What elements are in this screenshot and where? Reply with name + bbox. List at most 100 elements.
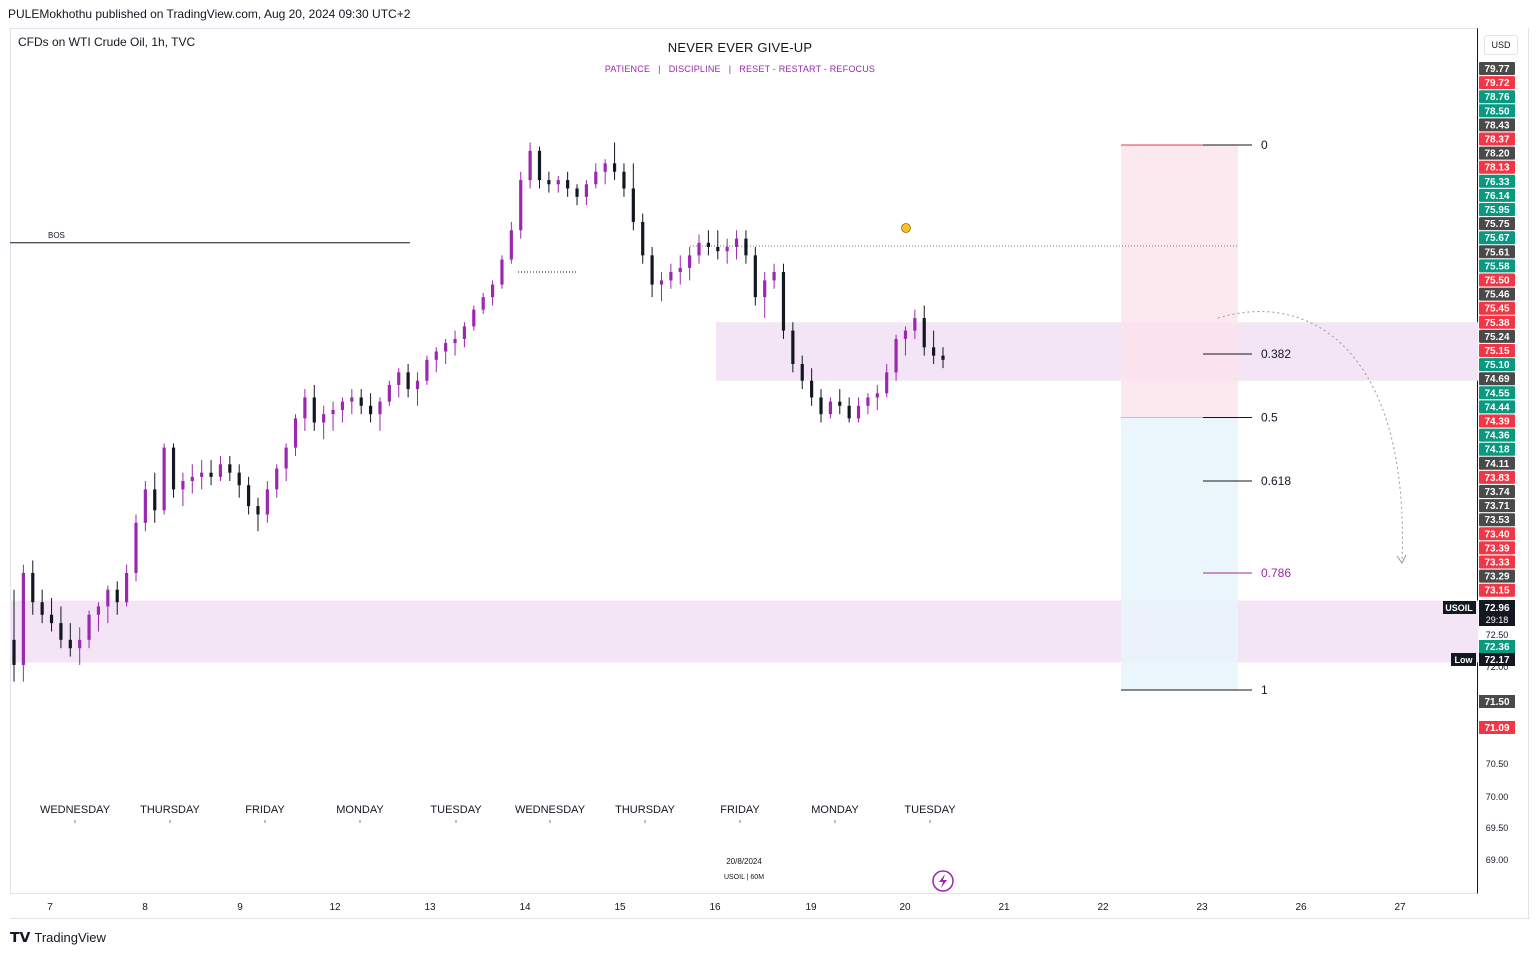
- low-tag: [1451, 653, 1476, 666]
- countdown-text: 29:18: [1486, 615, 1509, 625]
- price-label-text: 75.67: [1484, 233, 1509, 244]
- bos-label: BOS: [48, 231, 65, 240]
- candle-body: [922, 318, 926, 348]
- price-label-badge: [1479, 301, 1515, 315]
- candle-body: [237, 472, 241, 486]
- price-label-badge: [1479, 118, 1515, 132]
- price-label-badge: [1479, 485, 1515, 498]
- date-tick-label: 27: [1394, 902, 1406, 913]
- price-axis-tick: 72.50: [1486, 630, 1509, 640]
- symbol-title[interactable]: CFDs on WTI Crude Oil, 1h, TVC: [18, 35, 196, 49]
- emoji-marker-icon: [901, 223, 911, 233]
- candle-body: [368, 405, 373, 415]
- candle-body: [350, 397, 354, 402]
- date-tick-label: 9: [237, 902, 243, 913]
- price-label-badge: [1479, 90, 1515, 104]
- brand-label: TradingView: [34, 930, 106, 945]
- day-label: FRIDAY: [245, 804, 285, 816]
- candle-body: [913, 318, 917, 331]
- price-label-badge: [1479, 259, 1515, 273]
- candle-body: [218, 464, 223, 477]
- price-label-badge: [1479, 442, 1515, 456]
- price-label-badge: [1479, 273, 1515, 287]
- low-price-badge: [1479, 653, 1515, 666]
- subheading-separator: |: [658, 64, 661, 74]
- price-axis-tick: 72.00: [1486, 662, 1509, 672]
- candle-body: [312, 397, 316, 423]
- price-label-text: 78.76: [1484, 92, 1509, 103]
- candle-body: [772, 272, 776, 281]
- price-label-badge: [1479, 569, 1515, 583]
- price-label-text: 74.39: [1484, 417, 1509, 428]
- day-label: MONDAY: [811, 804, 859, 816]
- candle-body: [744, 238, 748, 256]
- price-label-badge: [1479, 400, 1515, 414]
- price-label-badge: [1479, 470, 1515, 484]
- candle-body: [556, 180, 560, 185]
- price-label-badge: [1479, 217, 1515, 231]
- price-label-text: 73.74: [1484, 487, 1509, 498]
- chart-pane[interactable]: [10, 28, 1478, 894]
- date-tick-label: 8: [142, 902, 148, 913]
- tradingview-brand[interactable]: 𝗧𝗩 TradingView: [10, 929, 106, 946]
- chart-heading: NEVER EVER GIVE-UP: [667, 40, 813, 55]
- date-tick-label: 19: [805, 902, 817, 913]
- price-label-badge: [1479, 358, 1515, 372]
- candle-body: [903, 330, 908, 339]
- price-label-text: 74.36: [1484, 431, 1509, 442]
- price-label-text: 71.09: [1484, 723, 1509, 734]
- subheading-separator: |: [728, 64, 732, 74]
- candle-body: [125, 572, 129, 603]
- candle-body: [453, 338, 457, 344]
- price-label-badge: [1479, 329, 1515, 343]
- candle-body: [265, 489, 269, 515]
- candle-body: [331, 409, 335, 415]
- current-symbol-badge: [1443, 601, 1476, 614]
- candle-body: [810, 380, 814, 398]
- price-label-badge: [1479, 583, 1515, 597]
- price-label-text: 78.50: [1484, 106, 1509, 117]
- candle-body: [519, 180, 523, 231]
- date-tick-label: 22: [1097, 902, 1109, 913]
- price-label-badge: [1479, 76, 1515, 90]
- price-label-text: 79.72: [1484, 78, 1509, 89]
- price-label-text: 75.50: [1484, 276, 1509, 287]
- candle-body: [547, 180, 551, 185]
- candle-body: [566, 180, 570, 189]
- price-label-badge: [1479, 160, 1515, 174]
- price-label-text: 75.38: [1484, 318, 1509, 329]
- price-label-badge: [1479, 414, 1515, 428]
- price-label-text: 75.15: [1484, 346, 1509, 357]
- candle-body: [866, 397, 870, 406]
- candle-body: [181, 481, 185, 490]
- fib-level-label: 0: [1261, 138, 1268, 152]
- candle-body: [838, 401, 842, 406]
- candle-body: [275, 468, 279, 490]
- candle-body: [753, 255, 757, 298]
- candle-body: [21, 572, 25, 665]
- price-label-text: 74.18: [1484, 445, 1509, 456]
- candle-body: [641, 221, 645, 256]
- lightning-bolt-icon: [939, 874, 947, 888]
- date-tick-label: 15: [614, 902, 626, 913]
- candle-body: [228, 464, 232, 473]
- candle-body: [594, 171, 598, 185]
- bottom-note-symbol: USOIL | 60M: [724, 874, 764, 881]
- candle-body: [106, 589, 110, 607]
- candle-body: [481, 297, 485, 310]
- candle-body: [509, 230, 513, 260]
- chart-subheading: PATIENCE | DISCIPLINE | RESET - RESTART - RE…: [0, 64, 1480, 74]
- upper-supply-zone: [716, 322, 1478, 381]
- candle-body: [87, 614, 91, 640]
- candle-body: [875, 393, 879, 398]
- candle-body: [669, 272, 673, 281]
- price-label-text: 76.14: [1484, 191, 1509, 202]
- day-label: WEDNESDAY: [515, 804, 586, 816]
- price-label-badge: [1479, 132, 1515, 146]
- price-label-badge: [1479, 456, 1515, 470]
- price-label-badge: [1479, 62, 1515, 75]
- candle-body: [828, 401, 832, 415]
- price-axis-tick: 69.50: [1486, 823, 1509, 833]
- currency-button[interactable]: USD: [1484, 35, 1518, 55]
